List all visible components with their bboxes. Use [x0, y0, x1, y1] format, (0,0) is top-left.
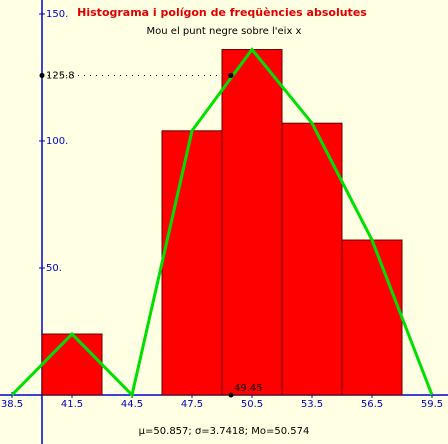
x-tick-label: 41.5: [61, 399, 83, 410]
x-tick-label: 59.5: [421, 399, 443, 410]
bar: [281, 122, 343, 396]
footer-stats: μ=50.857; σ=3.7418; Mo=50.574: [139, 426, 310, 437]
x-tick-label: 56.5: [361, 399, 383, 410]
x-tick-label: 44.5: [121, 399, 143, 410]
chart-title: Histograma i polígon de freqüències abso…: [77, 6, 367, 19]
y-tick-label: 150.: [46, 9, 68, 20]
chart-subtitle: Mou el punt negre sobre l'eix x: [147, 26, 302, 37]
bar: [221, 49, 283, 396]
frequency-polygon: [10, 47, 434, 398]
y-tick-label: 100.: [46, 136, 68, 147]
curve-point: [228, 72, 234, 78]
axis-point: [39, 72, 45, 78]
bar: [341, 239, 403, 396]
x-axis-point: [228, 392, 234, 398]
point-x-label: 49.45: [234, 383, 263, 394]
bar: [161, 130, 223, 396]
bar: [41, 333, 103, 396]
point-y-label: 125.8: [46, 70, 75, 81]
x-tick-label: 47.5: [181, 399, 203, 410]
x-tick-label: 38.5: [1, 399, 23, 410]
x-tick-label: 50.5: [241, 399, 263, 410]
x-tick-label: 53.5: [301, 399, 323, 410]
y-tick-label: 50.: [46, 263, 62, 274]
